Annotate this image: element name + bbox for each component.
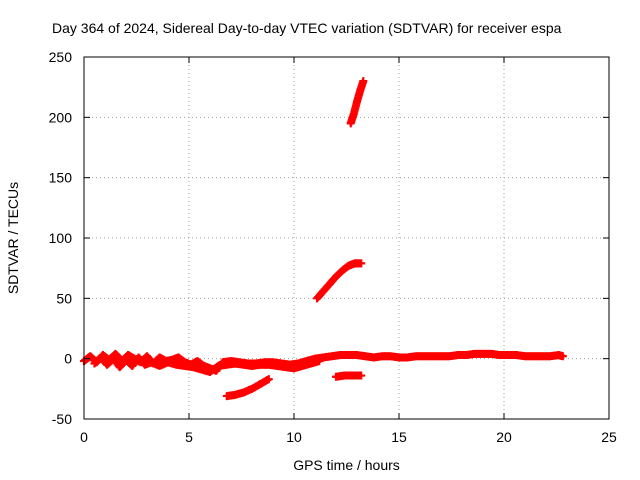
data-points: [80, 77, 567, 401]
x-tick-label: 5: [185, 429, 193, 445]
x-tick-label: 0: [80, 429, 88, 445]
y-tick-label: 0: [64, 351, 72, 367]
y-tick-label: -50: [52, 411, 72, 427]
y-tick-label: 50: [56, 290, 72, 306]
data-point: [558, 352, 567, 361]
y-tick-label: 250: [49, 49, 73, 65]
y-tick-label: 100: [49, 230, 73, 246]
x-tick-label: 10: [286, 429, 302, 445]
y-tick-label: 150: [49, 170, 73, 186]
y-tick-label: 200: [49, 109, 73, 125]
x-axis-title: GPS time / hours: [293, 457, 400, 473]
x-tick-label: 25: [601, 429, 617, 445]
y-axis-title: SDTVAR / TECUs: [5, 182, 21, 294]
data-point: [315, 357, 324, 366]
data-point: [359, 77, 368, 86]
chart-title: Day 364 of 2024, Sidereal Day-to-day VTE…: [52, 20, 562, 36]
data-point: [357, 259, 366, 268]
axis-ticks: 0 5 10 15 20 25 -50 0 50 100 150 200 250: [49, 49, 617, 445]
grid-lines: [84, 57, 609, 419]
x-tick-label: 20: [496, 429, 512, 445]
x-tick-label: 15: [391, 429, 407, 445]
data-point: [357, 371, 366, 380]
data-point: [264, 375, 273, 384]
